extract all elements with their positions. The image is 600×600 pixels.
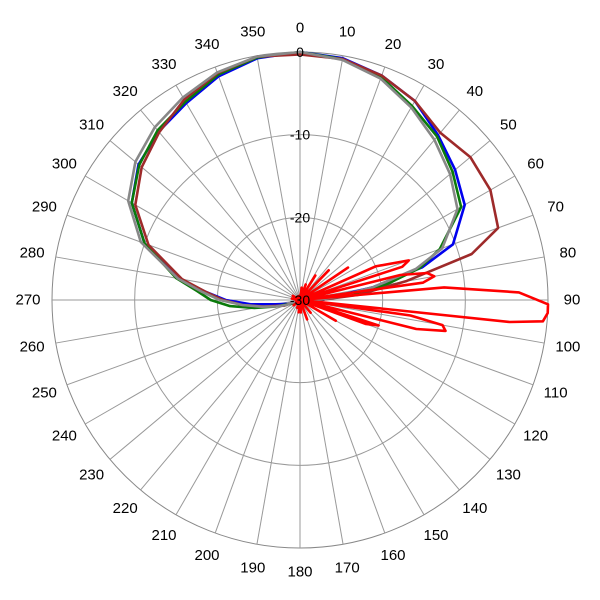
angle-tick-label: 130 <box>496 466 521 483</box>
angular-gridline <box>299 299 491 460</box>
angle-tick-label: 0 <box>296 20 304 37</box>
angle-tick-label: 290 <box>32 199 57 216</box>
angle-tick-label: 300 <box>52 156 77 173</box>
angle-tick-label: 230 <box>79 466 104 483</box>
angle-tick-label: 180 <box>287 564 312 581</box>
angle-tick-label: 140 <box>462 500 487 517</box>
angular-gridline <box>109 299 301 460</box>
angular-gridline <box>214 299 301 534</box>
angular-gridline <box>299 175 516 301</box>
angle-tick-label: 320 <box>113 83 138 100</box>
angle-tick-label: 40 <box>466 83 483 100</box>
angle-tick-label: 170 <box>335 559 360 576</box>
angle-tick-label: 70 <box>547 199 564 216</box>
angle-tick-label: 210 <box>151 527 176 544</box>
angle-tick-label: 280 <box>20 244 45 261</box>
angular-gridline <box>299 84 425 301</box>
angle-tick-label: 160 <box>380 547 405 564</box>
angular-gridline <box>299 109 460 301</box>
angle-tick-label: 60 <box>527 156 544 173</box>
angular-gridline <box>140 109 301 301</box>
angular-gridline <box>299 140 491 301</box>
angle-tick-label: 350 <box>240 24 265 41</box>
angle-tick-label: 240 <box>52 428 77 445</box>
angle-tick-label: 120 <box>523 428 548 445</box>
angular-gridline <box>256 299 301 545</box>
angular-gridline <box>84 175 301 301</box>
radial-tick-label: -10 <box>290 127 310 143</box>
angle-tick-label: 90 <box>564 292 581 309</box>
series-line-4 <box>126 50 459 308</box>
angle-tick-label: 50 <box>500 117 517 134</box>
angular-gridline <box>299 299 344 545</box>
series-line-5 <box>290 259 550 333</box>
angular-gridline <box>175 84 301 301</box>
angle-tick-label: 20 <box>385 36 402 53</box>
angular-gridline <box>256 55 301 301</box>
angle-tick-label: 200 <box>194 547 219 564</box>
angle-tick-label: 100 <box>555 339 580 356</box>
angle-tick-label: 150 <box>423 527 448 544</box>
angular-gridline <box>214 66 301 301</box>
radial-tick-label: -20 <box>290 209 310 225</box>
angle-tick-label: 190 <box>240 559 265 576</box>
series-layer <box>126 50 550 333</box>
axis-labels: 0 10 20 30 40 50 60 70 80 90 100 110 120 130 140 150 160… <box>15 20 580 581</box>
angle-tick-label: 30 <box>428 56 445 73</box>
angle-tick-label: 80 <box>560 244 577 261</box>
angle-tick-label: 250 <box>32 385 57 402</box>
angle-tick-label: 10 <box>339 24 356 41</box>
angle-tick-label: 270 <box>15 292 40 309</box>
angular-gridline <box>66 214 301 301</box>
radial-tick-label: -30 <box>290 292 310 308</box>
angle-tick-label: 330 <box>151 56 176 73</box>
angular-gridline <box>84 299 301 425</box>
angle-tick-label: 310 <box>79 117 104 134</box>
angle-tick-label: 110 <box>544 385 568 402</box>
angular-gridline <box>299 299 425 516</box>
angular-gridline <box>299 66 386 301</box>
angle-tick-label: 340 <box>194 36 219 53</box>
radial-tick-label: 0 <box>296 44 304 60</box>
angular-gridline <box>299 299 460 491</box>
angular-gridline <box>66 299 301 386</box>
angle-tick-label: 220 <box>113 500 138 517</box>
angular-gridline <box>299 256 545 301</box>
angular-gridline <box>140 299 301 491</box>
angular-gridline <box>299 55 344 301</box>
angular-gridline <box>175 299 301 516</box>
angular-gridline <box>299 299 545 344</box>
angular-gridline <box>299 214 534 301</box>
angular-gridline <box>299 299 386 534</box>
angle-tick-label: 260 <box>20 339 45 356</box>
